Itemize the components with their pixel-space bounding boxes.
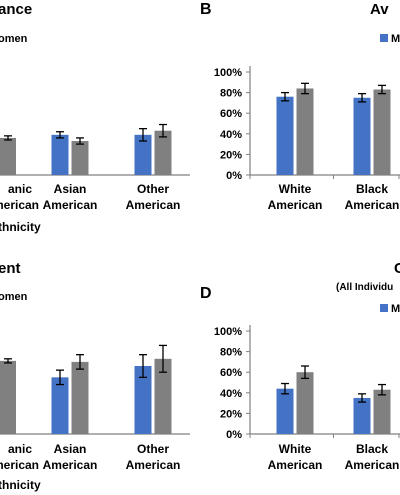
panel-label: D xyxy=(200,285,212,302)
legend-swatch xyxy=(380,304,388,312)
legend-entry: omen xyxy=(0,33,28,45)
chart-title: C xyxy=(394,260,400,277)
x-tick-label: American xyxy=(43,198,98,212)
x-tick-label: Asian xyxy=(54,442,87,456)
bar xyxy=(134,366,152,434)
bar xyxy=(71,141,89,175)
x-tick-label: American xyxy=(345,458,400,472)
bar xyxy=(0,137,16,175)
bar xyxy=(134,134,152,175)
x-tick-label: Black xyxy=(356,182,388,196)
bar xyxy=(276,96,294,175)
x-tick-label: Asian xyxy=(54,182,87,196)
bar xyxy=(154,358,172,434)
y-tick-label: 100% xyxy=(214,326,242,338)
bar xyxy=(353,97,371,175)
y-tick-label: 40% xyxy=(220,388,242,400)
bar xyxy=(296,88,314,175)
bar xyxy=(154,130,172,175)
bar xyxy=(51,134,69,175)
y-tick-label: 80% xyxy=(220,88,242,100)
bar xyxy=(0,360,16,434)
x-tick-label: Other xyxy=(137,442,169,456)
x-tick-label: American xyxy=(43,458,98,472)
x-tick-label: Other xyxy=(137,182,169,196)
y-tick-label: 100% xyxy=(214,67,242,79)
x-tick-label: Black xyxy=(356,442,388,456)
bar xyxy=(276,388,294,434)
x-tick-label: American xyxy=(268,198,323,212)
x-tick-label: American xyxy=(268,458,323,472)
x-tick-label: American xyxy=(126,458,181,472)
y-tick-label: 40% xyxy=(220,129,242,141)
x-tick-label: anic xyxy=(8,182,32,196)
chart-title: ent xyxy=(0,260,21,277)
legend-entry: omen xyxy=(0,291,28,303)
y-tick-label: 60% xyxy=(220,367,242,379)
legend-entry: M xyxy=(391,33,400,45)
x-tick-label: merican xyxy=(0,458,39,472)
x-tick-label: American xyxy=(345,198,400,212)
bar xyxy=(353,397,371,434)
bar xyxy=(51,377,69,434)
x-tick-label: American xyxy=(126,198,181,212)
legend-swatch xyxy=(380,34,388,42)
x-tick-label: merican xyxy=(0,198,39,212)
y-tick-label: 80% xyxy=(220,347,242,359)
bar xyxy=(296,372,314,434)
y-tick-label: 60% xyxy=(220,108,242,120)
x-tick-label: White xyxy=(279,442,312,456)
x-axis-label: thnicity xyxy=(0,220,41,234)
x-tick-label: White xyxy=(279,182,312,196)
panel-label: B xyxy=(200,1,212,18)
x-axis-label: thnicity xyxy=(0,478,41,492)
y-tick-label: 0% xyxy=(226,429,242,441)
legend-entry: M xyxy=(391,303,400,315)
y-tick-label: 20% xyxy=(220,408,242,420)
chart-title: ance xyxy=(0,1,32,18)
y-tick-label: 20% xyxy=(220,149,242,161)
x-tick-label: anic xyxy=(8,442,32,456)
bar xyxy=(71,361,89,434)
y-tick-label: 0% xyxy=(226,170,242,182)
chart-subtitle: (All Individu xyxy=(336,282,393,293)
bar xyxy=(373,89,391,175)
bar xyxy=(373,389,391,434)
chart-title: Av xyxy=(370,1,389,18)
